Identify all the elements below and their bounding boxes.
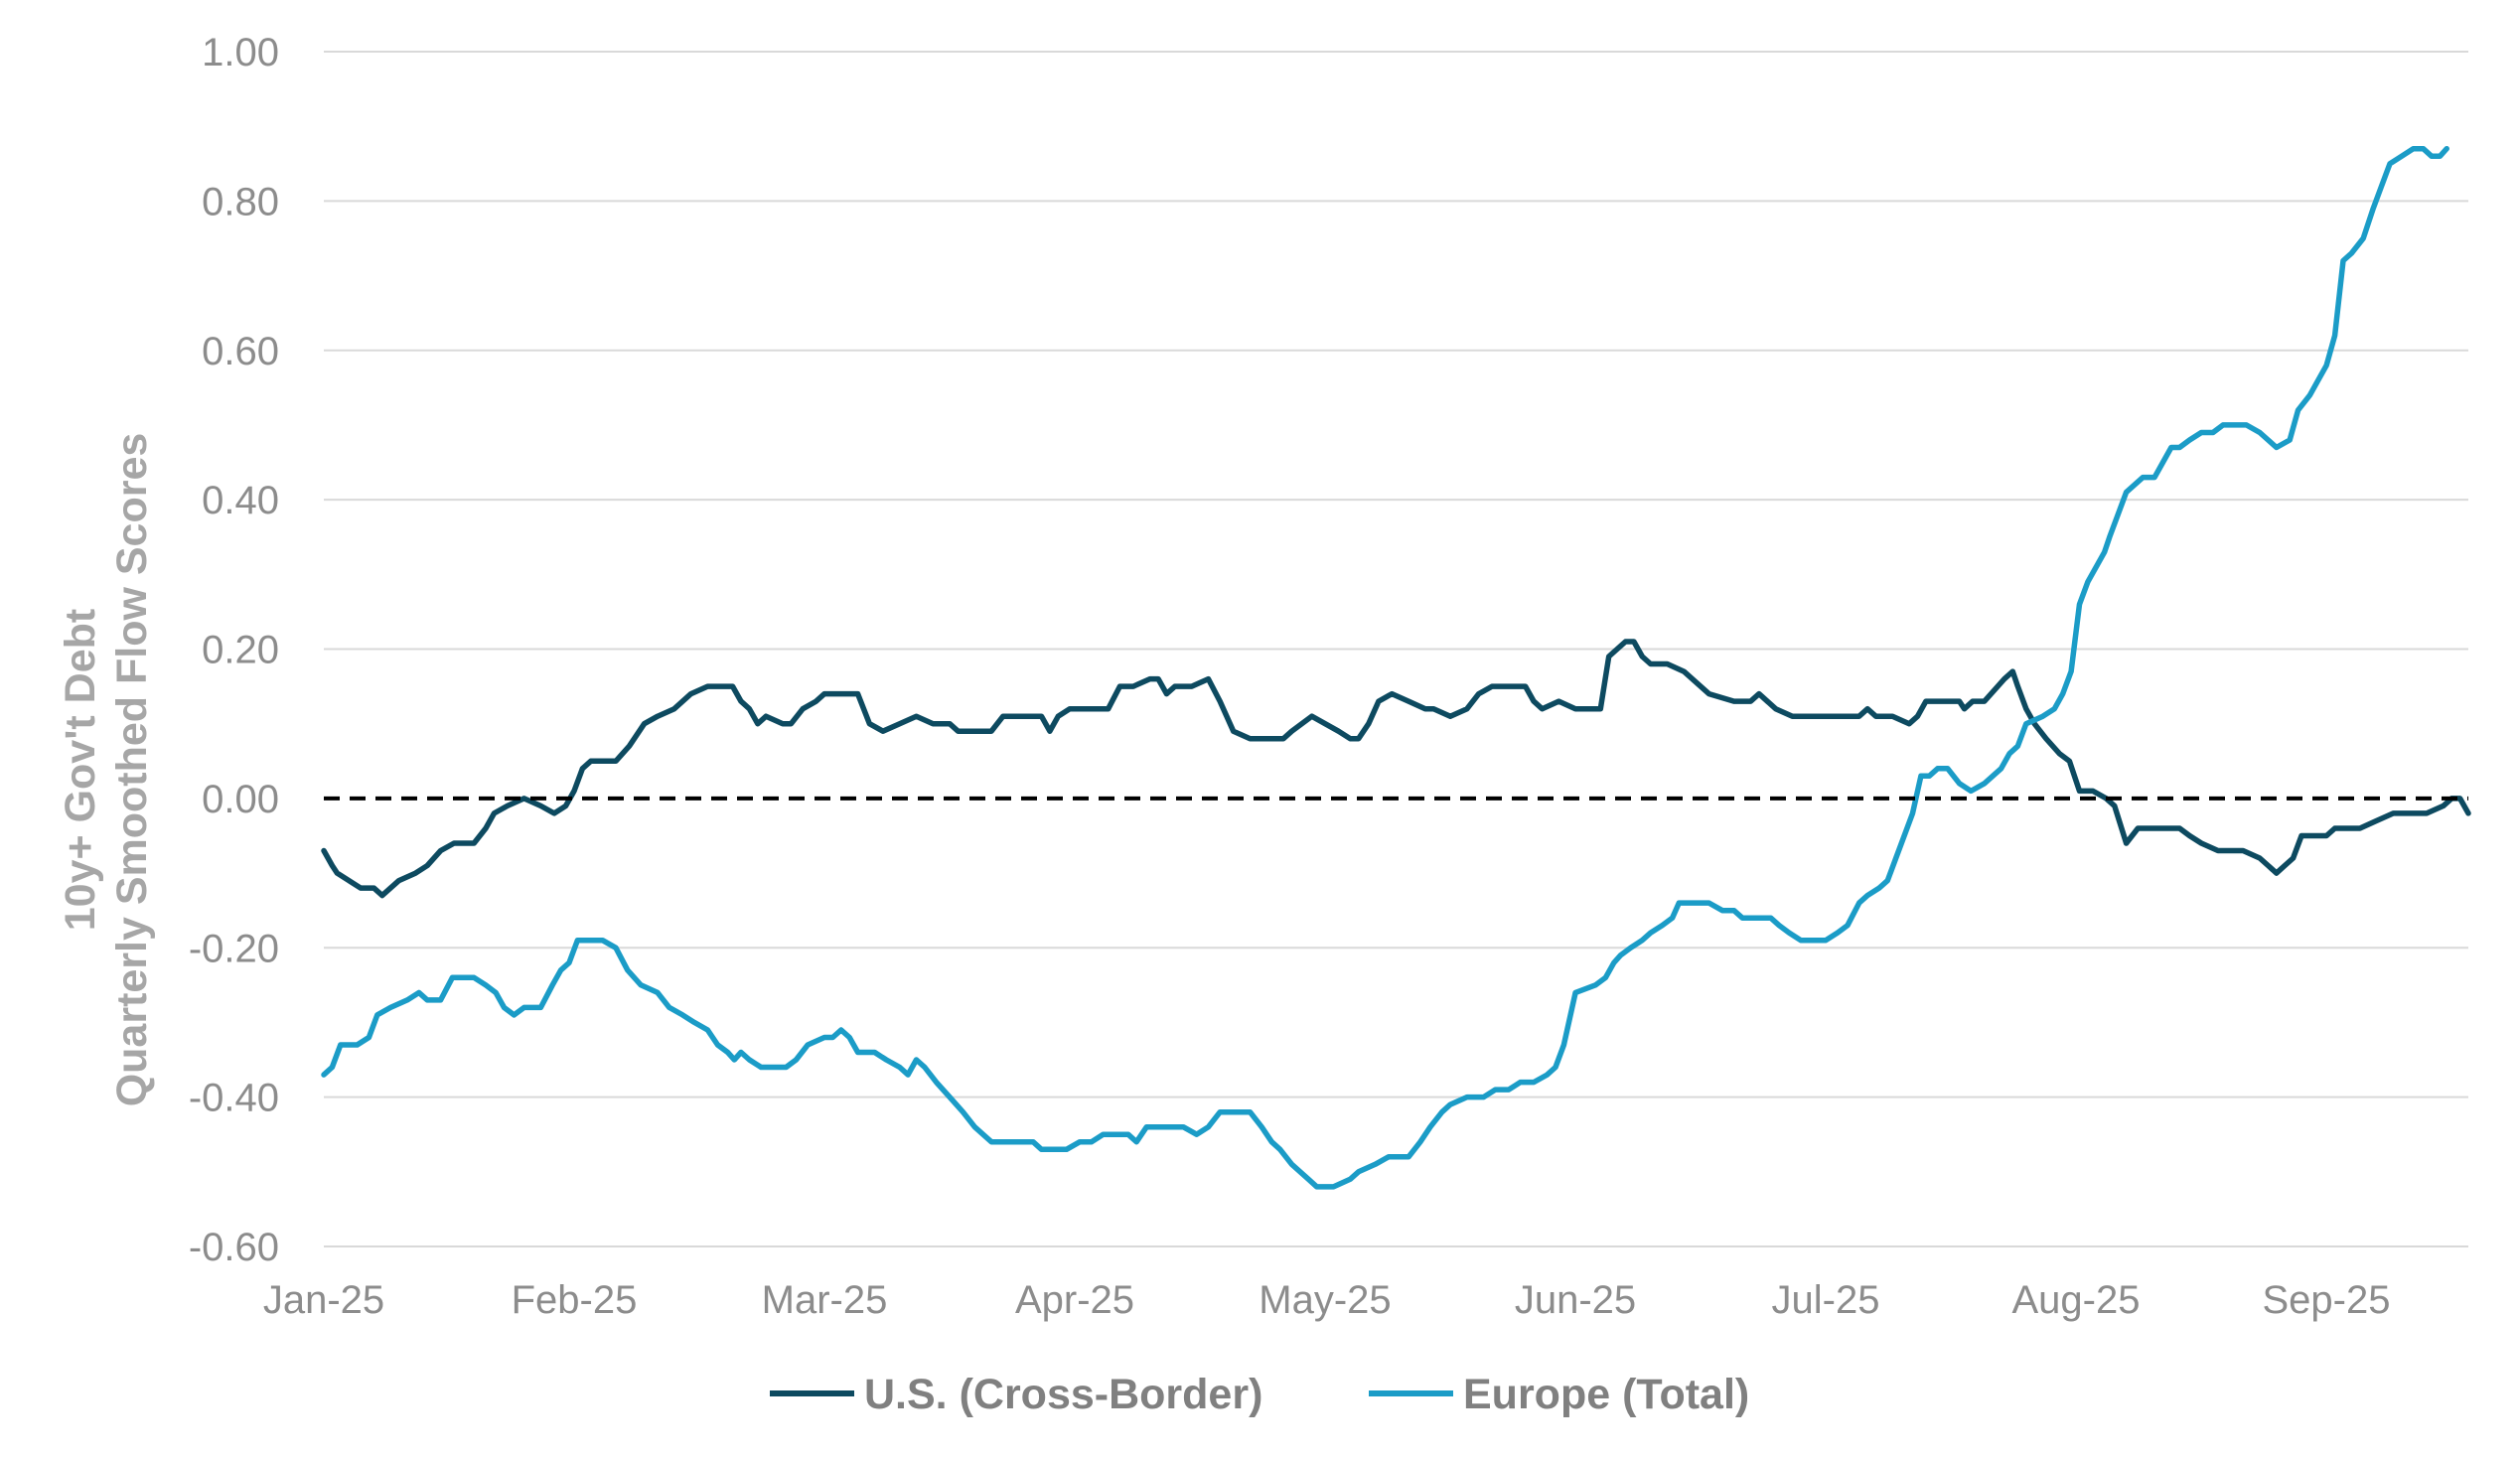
x-tick-label: Jun-25: [1515, 1278, 1636, 1322]
x-tick-label: May-25: [1259, 1278, 1391, 1322]
legend-label-us: U.S. (Cross-Border): [864, 1371, 1262, 1418]
y-tick-label: 0.60: [202, 330, 279, 373]
series-line-europe-total: [321, 145, 2449, 1190]
x-tick-label: Jan-25: [263, 1278, 384, 1322]
series-lines: [321, 145, 2471, 1190]
y-tick-label: -0.20: [189, 927, 279, 970]
y-tick-label: 1.00: [202, 31, 279, 74]
x-tick-label: Aug-25: [2012, 1278, 2141, 1322]
y-axis-title-line-2: Quarterly Smoothed Flow Scores: [108, 433, 156, 1107]
x-tick-label: Feb-25: [512, 1278, 638, 1322]
y-tick-label: -0.40: [189, 1077, 279, 1120]
y-tick-label: -0.60: [189, 1226, 279, 1269]
x-axis-tick-labels: Jan-25 Feb-25 Mar-25 Apr-25 May-25 Jun-25 Jul-…: [263, 1278, 2391, 1322]
legend-label-europe: Europe (Total): [1463, 1371, 1749, 1418]
y-axis-title: 10y+ Gov't Debt Quarterly Smoothed Flow …: [57, 433, 156, 1107]
legend: U.S. (Cross-Border) Europe (Total): [770, 1371, 1749, 1418]
y-axis-title-line-1: 10y+ Gov't Debt: [57, 609, 104, 931]
x-tick-label: Mar-25: [762, 1278, 888, 1322]
y-axis-tick-labels: 1.00 0.80 0.60 0.40 0.20 0.00 -0.20 -0.40 -0.60: [189, 31, 279, 1269]
y-tick-label: 0.00: [202, 778, 279, 821]
x-tick-label: Jul-25: [1772, 1278, 1880, 1322]
y-tick-label: 0.40: [202, 479, 279, 522]
gridlines: [324, 51, 2468, 1247]
x-tick-label: Apr-25: [1015, 1278, 1134, 1322]
x-tick-label: Sep-25: [2263, 1278, 2391, 1322]
y-tick-label: 0.80: [202, 180, 279, 223]
series-line-us-cross-border: [321, 639, 2471, 899]
y-tick-label: 0.20: [202, 629, 279, 672]
